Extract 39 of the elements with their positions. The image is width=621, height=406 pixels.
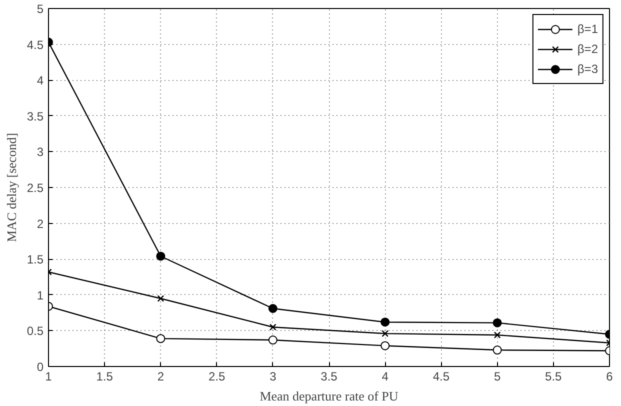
- y-axis-title: MAC delay [second]: [4, 132, 19, 242]
- legend-label: β=2: [577, 42, 598, 56]
- x-tick-label: 2: [157, 370, 164, 384]
- point: [268, 304, 278, 313]
- point: [494, 332, 501, 338]
- legend-label: β=1: [577, 22, 598, 36]
- y-tick-label: 4.5: [26, 38, 44, 52]
- point: [156, 252, 166, 261]
- x-axis-title: Mean departure rate of PU: [260, 388, 399, 404]
- point: [156, 334, 166, 344]
- point: [269, 324, 276, 331]
- legend-label: β=3: [577, 62, 598, 76]
- point: [380, 341, 390, 350]
- x-tick-label: 4.5: [432, 370, 450, 384]
- x-tick-label: 3.5: [320, 370, 338, 384]
- point: [157, 295, 164, 302]
- x-tick-label: 5: [494, 370, 501, 384]
- y-tick-label: 3.5: [26, 109, 44, 124]
- y-tick-label: 1.5: [26, 252, 44, 267]
- y-tick-label: 0.5: [26, 324, 44, 338]
- x-tick-label: 1.5: [96, 370, 114, 384]
- x-tick-label: 5.5: [545, 370, 562, 384]
- y-tick-label: 2.5: [26, 181, 44, 195]
- y-tick-label: 4: [36, 74, 44, 88]
- y-tick-label: 5: [36, 2, 44, 16]
- x-tick-label: 1: [45, 370, 52, 384]
- y-tick-label: 1: [36, 288, 44, 302]
- x-tick-label: 2.5: [208, 370, 226, 384]
- x-tick-label: 3: [270, 370, 277, 384]
- x-tick-label: 4: [382, 370, 389, 384]
- point: [382, 330, 389, 337]
- point: [380, 318, 390, 327]
- y-tick-label: 0: [36, 360, 44, 374]
- point: [492, 346, 502, 355]
- y-tick-label: 2: [36, 216, 44, 231]
- point: [492, 318, 502, 328]
- point: [268, 336, 278, 344]
- x-tick-label: 6: [606, 370, 614, 384]
- y-tick-label: 3: [36, 145, 44, 160]
